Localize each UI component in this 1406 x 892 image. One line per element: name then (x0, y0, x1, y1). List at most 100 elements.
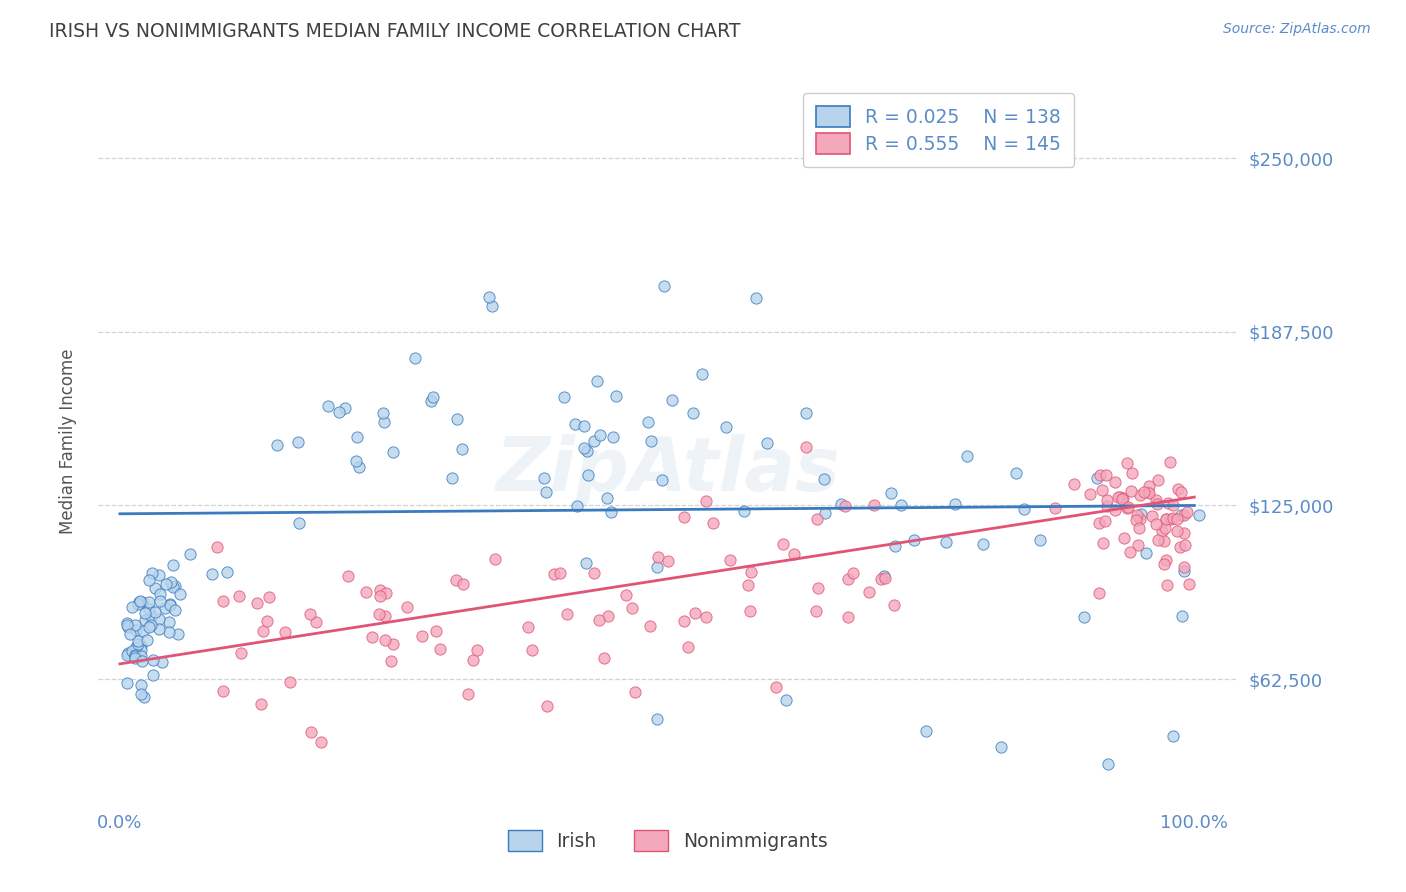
Point (716, 419, 738, 434)
Point (1144, 517, 1167, 532)
Point (1107, 490, 1129, 504)
Point (990, 740, 1012, 755)
Point (127, 637, 149, 651)
Point (450, 442, 472, 456)
Point (118, 627, 141, 641)
Text: ZipAtlas: ZipAtlas (495, 434, 841, 507)
Point (288, 516, 311, 530)
Point (150, 655, 173, 669)
Point (1166, 524, 1188, 538)
Point (157, 615, 180, 629)
Point (673, 510, 696, 524)
Point (652, 279, 675, 293)
Point (128, 595, 150, 609)
Point (132, 690, 155, 704)
Point (1146, 474, 1168, 488)
Point (1012, 501, 1035, 516)
Point (373, 406, 395, 420)
Point (1128, 521, 1150, 535)
Point (451, 576, 474, 591)
Point (1173, 564, 1195, 578)
Point (1112, 491, 1135, 505)
Point (1156, 512, 1178, 526)
Point (588, 614, 610, 628)
Point (273, 624, 295, 639)
Point (1095, 492, 1118, 507)
Point (349, 460, 371, 475)
Point (536, 698, 558, 713)
Point (624, 685, 647, 699)
Point (883, 598, 905, 612)
Point (574, 442, 596, 456)
Point (517, 620, 540, 634)
Point (1116, 456, 1139, 470)
Point (1097, 756, 1119, 771)
Point (1159, 455, 1181, 469)
Point (396, 600, 419, 615)
Point (582, 566, 605, 581)
Point (127, 634, 149, 648)
Point (1160, 511, 1182, 525)
Point (138, 595, 160, 609)
Point (121, 644, 143, 658)
Point (1170, 508, 1192, 522)
Point (702, 516, 724, 530)
Point (142, 667, 165, 681)
Point (1140, 508, 1163, 523)
Point (149, 587, 172, 601)
Point (136, 633, 159, 648)
Point (645, 559, 668, 574)
Point (266, 438, 288, 452)
Point (149, 594, 172, 608)
Point (361, 630, 384, 644)
Point (830, 497, 852, 511)
Point (1116, 500, 1139, 515)
Point (834, 499, 856, 513)
Point (157, 625, 180, 640)
Point (614, 588, 637, 602)
Point (129, 687, 152, 701)
Point (1154, 511, 1177, 525)
Point (1078, 487, 1101, 501)
Point (1126, 508, 1149, 522)
Point (565, 499, 588, 513)
Point (572, 419, 595, 434)
Point (141, 617, 163, 632)
Point (129, 643, 152, 657)
Point (425, 624, 447, 638)
Point (575, 556, 598, 570)
Point (1166, 511, 1188, 525)
Point (1170, 484, 1192, 499)
Point (1146, 497, 1168, 511)
Point (1104, 503, 1126, 517)
Point (169, 587, 191, 601)
Point (869, 572, 891, 586)
Point (1135, 545, 1157, 559)
Point (583, 434, 606, 448)
Point (117, 676, 139, 690)
Point (335, 401, 357, 415)
Point (124, 617, 146, 632)
Point (621, 601, 644, 615)
Point (806, 604, 828, 618)
Point (738, 604, 761, 618)
Point (1173, 525, 1195, 540)
Point (1161, 499, 1184, 513)
Point (440, 471, 463, 485)
Point (131, 595, 153, 609)
Point (806, 511, 828, 525)
Point (382, 445, 405, 459)
Point (1119, 483, 1142, 498)
Point (381, 637, 404, 651)
Point (1085, 471, 1108, 485)
Point (356, 585, 378, 599)
Point (1095, 499, 1118, 513)
Point (1130, 507, 1153, 521)
Point (481, 299, 503, 313)
Point (316, 399, 339, 413)
Point (374, 609, 396, 624)
Point (1154, 521, 1177, 535)
Point (733, 503, 755, 517)
Point (228, 589, 250, 603)
Point (124, 648, 146, 663)
